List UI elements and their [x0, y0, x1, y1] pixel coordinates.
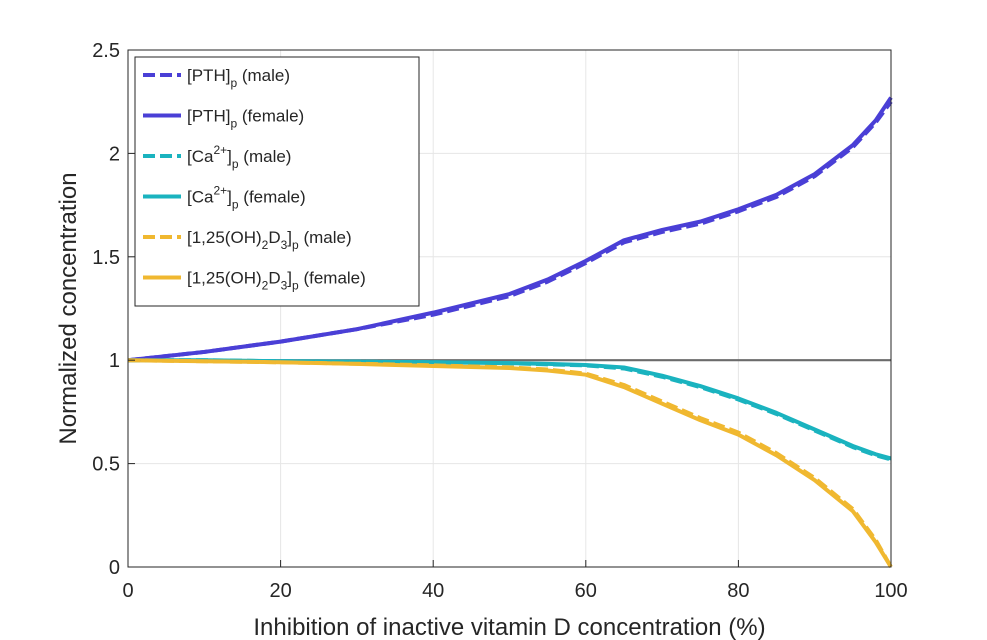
x-tick-label: 100 [874, 580, 907, 602]
legend-label-vitd_female: [1,25(OH)2D3]p (female) [187, 269, 366, 293]
series-group [127, 96, 893, 569]
y-tick-label: 2 [109, 143, 120, 165]
legend-label-ca_female: [Ca2+]p (female) [187, 184, 306, 212]
x-tick-label: 40 [422, 580, 444, 602]
x-tick-label: 80 [727, 580, 749, 602]
series-line-vitd_male [127, 358, 893, 568]
legend-label-ca_male: [Ca2+]p (male) [187, 143, 291, 171]
y-tick-label: 1 [109, 350, 120, 372]
x-tick-label: 0 [122, 580, 133, 602]
series-line-pth_male [127, 100, 893, 363]
legend-label-pth_male: [PTH]p (male) [187, 66, 290, 90]
legend-box [134, 56, 420, 307]
y-tick-label: 0 [109, 557, 120, 579]
y-tick-label: 1.5 [92, 247, 120, 269]
legend-label-pth_female: [PTH]p (female) [187, 107, 304, 131]
series-line-ca_male [128, 358, 892, 462]
x-axis-label: Inhibition of inactive vitamin D concent… [253, 614, 765, 640]
plot-frame [127, 49, 892, 568]
y-axis-label: Normalized concentration [55, 172, 82, 444]
x-tick-label: 20 [269, 580, 291, 602]
x-tick-label: 60 [575, 580, 597, 602]
legend-label-vitd_male: [1,25(OH)2D3]p (male) [187, 228, 352, 252]
y-tick-label: 0.5 [92, 454, 120, 476]
y-tick-label: 2.5 [92, 40, 120, 62]
legend: [PTH]p (male) [PTH]p (female) [Ca2+]p (mal… [134, 56, 420, 307]
ticks-group: 0 20 40 60 80 100 0 0.5 1 1.5 2 2.5 [92, 40, 908, 602]
